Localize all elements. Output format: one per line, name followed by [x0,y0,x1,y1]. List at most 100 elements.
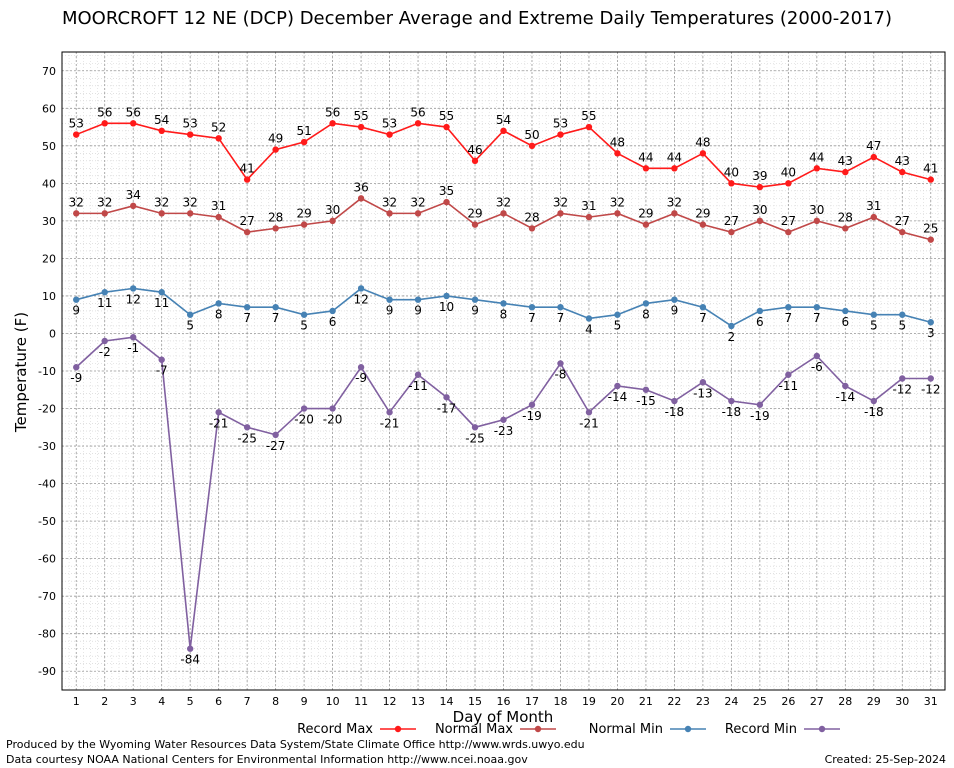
data-label: 53 [183,117,198,131]
data-point [927,319,934,326]
data-label: 5 [898,319,906,333]
data-point [158,210,165,217]
data-point [528,142,536,150]
data-label: 48 [695,135,710,149]
data-label: -14 [836,390,856,404]
data-label: 40 [724,165,739,179]
data-point [130,334,137,341]
data-point [329,217,336,225]
data-point [927,375,934,382]
data-point [642,386,650,393]
data-point [186,311,194,318]
plot-frame [61,51,946,691]
data-label: 44 [667,150,682,164]
data-point [500,127,507,135]
data-label: 41 [923,162,938,176]
data-point [158,127,165,135]
data-label: 32 [97,195,112,209]
data-label: -7 [156,364,168,378]
x-tick-label: 11 [354,695,368,708]
data-label: 27 [240,214,255,228]
x-tick-label: 20 [610,695,624,708]
x-tick-label: 19 [582,695,596,708]
data-label: 48 [610,135,625,149]
chart-title: MOORCROFT 12 NE (DCP) December Average a… [61,8,893,29]
data-point [899,228,906,236]
data-label: -12 [921,383,941,397]
data-label: 29 [296,207,311,221]
data-point [671,165,678,172]
data-label: -1 [127,341,139,355]
data-label: 29 [695,207,710,221]
data-point [899,311,906,318]
data-point [728,397,735,405]
x-tick-label: 23 [696,695,710,708]
data-point [671,296,678,303]
x-tick-label: 4 [158,695,165,708]
data-point [899,168,906,176]
data-label: -20 [323,413,343,427]
x-tick-label: 12 [383,695,397,708]
x-tick-label: 24 [724,695,738,708]
data-label: 9 [414,304,422,318]
data-label: 54 [154,113,169,127]
data-point [813,352,821,360]
data-label: -20 [294,413,314,427]
data-point [101,337,108,345]
y-tick-label: 30 [42,215,56,228]
data-label: 47 [866,139,881,153]
data-label: 31 [866,199,881,213]
data-point [215,135,222,142]
data-point [243,424,251,431]
data-label: -21 [209,416,229,430]
data-point [756,401,764,408]
data-label: -12 [892,383,912,397]
data-label: 8 [215,307,223,321]
data-point [528,401,536,408]
data-point [500,210,507,217]
footer-produced-by: Produced by the Wyoming Water Resources … [6,738,585,751]
data-label: -11 [779,379,799,393]
data-label: -2 [99,345,111,359]
data-point [215,409,222,416]
data-point [728,180,735,187]
data-label: -27 [266,439,286,453]
data-point [357,285,365,292]
legend-label: Normal Max [435,722,513,737]
x-tick-label: 18 [553,695,567,708]
data-label: 44 [638,150,653,164]
data-label: 12 [353,292,368,306]
x-tick-label: 7 [244,695,251,708]
data-point [272,225,279,232]
data-label: 28 [838,210,853,224]
data-label: 31 [211,199,226,213]
data-point [215,213,222,221]
data-point [642,300,650,307]
x-tick-label: 6 [215,695,222,708]
data-label: 41 [240,162,255,176]
data-point [500,300,507,307]
data-label: 4 [585,322,593,336]
data-label: -9 [70,371,82,385]
legend: Record Max Normal Max Normal Min Record Min [297,722,840,737]
data-label: 51 [296,124,311,138]
data-label: 6 [329,315,337,329]
data-label: 34 [126,188,141,202]
data-label: 27 [724,214,739,228]
data-label: 35 [439,184,454,198]
data-label: 30 [325,203,340,217]
data-point [671,397,678,405]
data-point [870,153,877,161]
data-label: 32 [69,195,84,209]
data-label: 28 [268,210,283,224]
data-label: 54 [496,113,511,127]
data-label: 7 [813,311,821,325]
data-label: 32 [610,195,625,209]
footer-created: Created: 25-Sep-2024 [824,753,946,766]
legend-swatch-marker [818,725,826,733]
data-label: 32 [154,195,169,209]
data-point [813,217,821,225]
data-point [414,210,422,217]
data-label: 32 [410,195,425,209]
data-point [443,198,450,206]
